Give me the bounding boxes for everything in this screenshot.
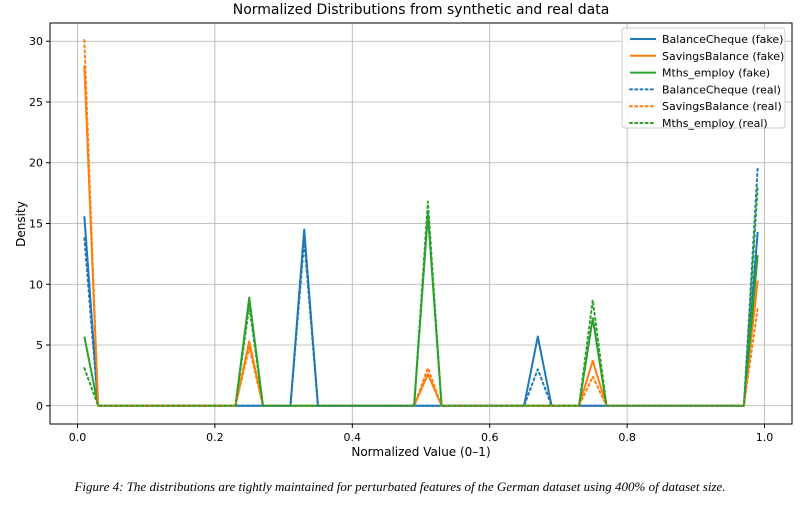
legend-label: BalanceCheque (fake) [662, 33, 783, 46]
y-tick-label: 10 [29, 278, 43, 291]
legend-label: SavingsBalance (real) [662, 100, 782, 113]
series-line-3 [83, 166, 759, 407]
legend-label: Mths_employ (real) [662, 117, 768, 130]
x-tick-label: 1.0 [756, 431, 774, 444]
chart-title: Normalized Distributions from synthetic … [233, 2, 610, 18]
y-tick-label: 0 [36, 400, 43, 413]
series-line-4 [83, 39, 759, 407]
x-tick-label: 0.0 [69, 431, 87, 444]
legend-label: Mths_employ (fake) [662, 67, 770, 80]
figure-caption: Figure 4: The distributions are tightly … [74, 479, 726, 494]
series-line-5 [83, 186, 759, 407]
x-axis-label: Normalized Value (0–1) [351, 445, 490, 459]
ticks: 0.0 0.2 0.4 0.6 0.8 1.0 0 5 10 15 20 25 30 [29, 35, 773, 444]
x-tick-label: 0.2 [206, 431, 224, 444]
y-tick-label: 5 [36, 339, 43, 352]
chart: Normalized Distributions from synthetic … [14, 2, 793, 459]
x-tick-label: 0.8 [618, 431, 636, 444]
legend: BalanceCheque (fake) SavingsBalance (fake… [621, 27, 786, 130]
x-tick-label: 0.6 [481, 431, 499, 444]
y-axis-label: Density [14, 201, 28, 247]
y-tick-label: 20 [29, 157, 43, 170]
y-tick-label: 30 [29, 35, 43, 48]
x-tick-label: 0.4 [344, 431, 362, 444]
legend-label: BalanceCheque (real) [662, 83, 781, 96]
y-tick-label: 25 [29, 96, 43, 109]
series-layer [83, 39, 759, 407]
legend-box [621, 27, 786, 129]
legend-label: SavingsBalance (fake) [662, 50, 784, 63]
y-tick-label: 15 [29, 218, 43, 231]
